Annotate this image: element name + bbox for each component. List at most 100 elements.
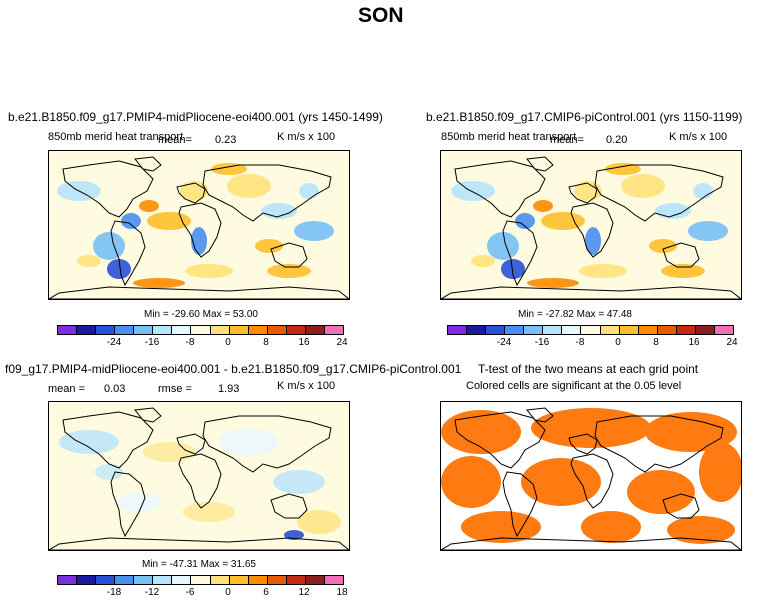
field-region [451,181,495,201]
panel2-units: K m/s x 100 [669,131,728,143]
field-region [117,492,161,512]
colorbar-tick-label: -8 [575,337,585,348]
field-region [661,264,705,278]
panel2-variable-label: 850mb merid heat transport [441,131,577,143]
panel1-minmax: Min = -29.60 Max = 53.00 [144,309,258,320]
panel3-title: f09_g17.PMIP4-midPliocene-eoi400.001 - b… [5,362,462,376]
field-region [515,213,535,229]
field-region [627,470,695,514]
field-region [95,464,123,480]
panel2-mean-label: mean= [550,134,584,146]
field-region [621,174,665,198]
coastline [594,415,724,473]
panel1-title: b.e21.B1850.f09_g17.PMIP4-midPliocene-eo… [8,110,383,124]
panel2-colorbar [447,325,734,335]
coastline [62,411,154,469]
field-region [219,428,279,456]
coastline [62,160,154,218]
panel2-mean-value: 0.20 [606,134,628,146]
field-region [227,174,271,198]
panel1-variable-label: 850mb merid heat transport [48,131,184,143]
coastline [526,156,554,172]
panel1-colorbar [57,325,344,335]
field-region [541,212,585,230]
field-region [143,442,195,462]
coastline [570,453,614,509]
panel1-mean-label: mean= [158,134,192,146]
coastline [526,407,554,423]
panel4-title: T-test of the two means at each grid poi… [478,362,699,376]
field-region [294,221,334,241]
coastline [176,433,206,455]
colorbar-tick-label: 8 [653,337,659,348]
field-region [180,181,208,201]
coastline [568,433,598,455]
field-region [579,264,627,278]
field-region [533,200,553,212]
colorbar-tick-label: -16 [534,337,550,348]
panel3-rmse-label: rmse = [158,383,192,395]
field-region [487,232,519,260]
panel4-map [440,401,742,551]
field-region [77,255,101,267]
panel2-map [440,150,742,300]
panel1-map [48,150,350,300]
panel4-subtitle: Colored cells are significant at the 0.0… [466,380,682,392]
field-region [59,430,119,454]
field-region [139,200,159,212]
colorbar-tick-label: -12 [144,587,160,598]
field-region [527,278,579,288]
coastline [134,156,162,172]
field-region [297,510,341,534]
colorbar-tick-label: -18 [106,587,122,598]
colorbar-tick-label: 0 [225,337,231,348]
coastline [110,220,146,287]
coastline [662,242,700,268]
field-region [581,511,641,543]
coastline [441,537,741,550]
coastline [502,220,538,287]
coastline [110,471,146,538]
coastline [270,493,308,519]
field-region [471,255,495,267]
field-region [185,264,233,278]
colorbar-tick-label: 24 [336,337,348,348]
panel2-title: b.e21.B1850.f09_g17.CMIP6-piControl.001 … [426,110,743,124]
field-region [121,213,141,229]
field-region [147,212,191,230]
field-region [267,264,311,278]
coastline [134,407,162,423]
colorbar-tick-label: 0 [615,337,621,348]
panel1-mean-value: 0.23 [215,134,237,146]
colorbar-tick-label: -24 [496,337,512,348]
colorbar-tick-label: -8 [185,337,195,348]
panel3-units: K m/s x 100 [277,380,336,392]
field-region [93,232,125,260]
figure-title: SON [358,4,404,27]
panel3-minmax: Min = -47.31 Max = 31.65 [142,559,256,570]
coastline [662,493,700,519]
field-region [699,442,741,502]
colorbar-tick-label: 12 [298,587,310,598]
panel3-mean-value: 0.03 [104,383,126,395]
colorbar-tick-label: -16 [144,337,160,348]
field-region [655,203,691,219]
coastline [594,164,724,222]
colorbar-tick-label: 24 [726,337,738,348]
coastline [202,164,332,222]
coastline [176,182,206,204]
coastline [49,286,349,299]
coastline [568,182,598,204]
field-region [531,408,651,448]
field-region [585,227,601,255]
colorbar-tick-label: -6 [185,587,195,598]
coastline [270,242,308,268]
panel2-minmax: Min = -27.82 Max = 47.48 [518,309,632,320]
coastline [441,286,741,299]
coastline [178,202,222,258]
coastline [202,415,332,473]
panel3-rmse-value: 1.93 [218,383,240,395]
field-region [107,259,131,279]
coastline [454,411,546,469]
colorbar-tick-label: 8 [263,337,269,348]
